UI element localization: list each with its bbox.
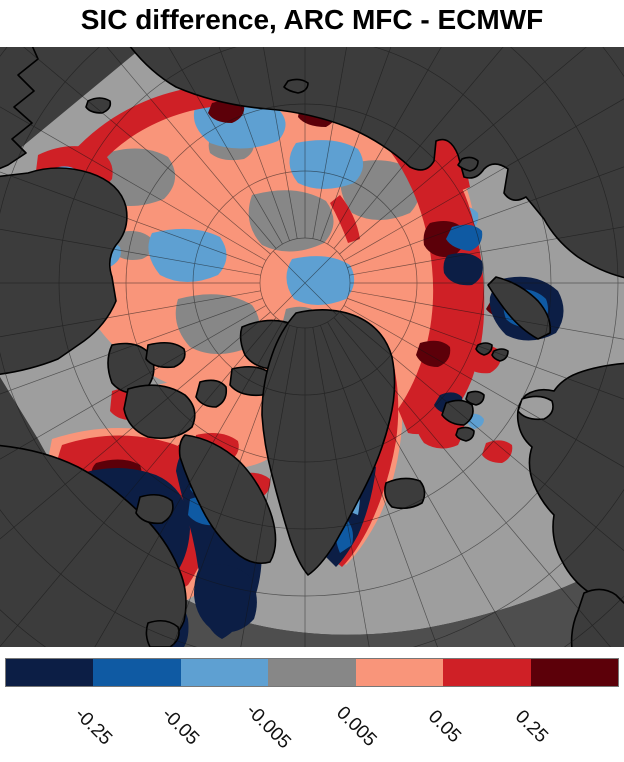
colorbar-segment-1 [6, 659, 94, 686]
graticule-meridian [0, 311, 271, 540]
arctic-map [0, 47, 624, 647]
land-great-britain [570, 588, 624, 647]
graticule-meridian [0, 171, 263, 268]
sic-diff-patch-5 [248, 190, 334, 252]
graticule-meridian [343, 305, 624, 468]
graticule-meridian [347, 166, 624, 268]
graticule-meridian [0, 317, 277, 647]
graticule-meridian [263, 47, 298, 239]
land-wrangel-island [85, 97, 112, 114]
graticule-meridian [218, 47, 290, 241]
graticule-meridian [0, 228, 261, 276]
graticule-meridian [327, 321, 516, 647]
land-siberia [129, 47, 624, 279]
land-svalbard-south [455, 426, 475, 442]
colorbar-tick-label-1: -0.25 [70, 703, 117, 750]
land-alaska [0, 167, 128, 376]
graticule-meridian [312, 47, 347, 239]
graticule-meridian [312, 327, 370, 647]
graticule-meridian [349, 226, 624, 276]
graticule-meridian [320, 325, 438, 647]
land-chukotka [0, 47, 39, 170]
graticule-meridian-polar [272, 250, 338, 316]
land-iceland [384, 477, 426, 510]
graticule-meridian [347, 298, 624, 400]
land-svalbard [441, 399, 474, 426]
graticule-meridian [0, 305, 267, 460]
colorbar-tick-label-3: -0.005 [241, 700, 295, 754]
land-layer [0, 47, 624, 647]
sic-diff-patch-55 [446, 224, 483, 251]
sic-diff-patch-36 [208, 100, 245, 123]
graticule-meridian [333, 47, 504, 249]
graticule-meridian [0, 298, 263, 395]
graticule-meridian [106, 47, 277, 249]
sic-diff-patch-7 [340, 160, 421, 220]
colorbar-segment-5 [355, 659, 444, 686]
land-franz-josef-land [475, 342, 493, 356]
land-victoria-island [123, 384, 196, 440]
colorbar-segment-2 [93, 659, 181, 686]
land-prince-of-wales-island [195, 379, 228, 408]
sic-diff-patch-10 [112, 231, 153, 260]
graticule-meridian [94, 321, 283, 647]
colorbar-tick-label-4: 0.005 [332, 702, 381, 751]
sic-diff-patch-22 [390, 142, 485, 435]
graticule-meridian [349, 290, 624, 340]
land-franz-josef-land-east [491, 348, 509, 362]
graticule-meridian [333, 317, 611, 647]
sic-diff-patch-21 [330, 195, 360, 243]
white-sea [517, 395, 554, 421]
colorbar-tick-label-2: -0.05 [157, 703, 204, 750]
graticule-meridian [0, 290, 261, 338]
graticule-meridian [339, 47, 587, 255]
graticule-meridian [320, 47, 392, 241]
land-severnaya-zemlya [457, 156, 479, 172]
graticule-meridian [168, 47, 283, 245]
land-melville-island [145, 341, 186, 369]
outside-domain-wedge [178, 558, 624, 647]
colorbar-segment-6 [443, 659, 531, 686]
colorbar-segment-3 [180, 659, 269, 686]
graticule-meridian [0, 106, 267, 261]
graticule-meridian [240, 327, 298, 647]
land-svalbard-northeast [465, 390, 485, 406]
land-southampton-island [135, 493, 174, 525]
graticule-meridian [339, 311, 624, 552]
sic-diff-patch-24 [464, 344, 501, 374]
sic-diff-patch-38 [416, 340, 451, 367]
land-baffin-island [178, 434, 277, 565]
colorbar-tick-label-5: 0.05 [423, 706, 465, 748]
graticule-layer [0, 47, 624, 647]
figure-title: SIC difference, ARC MFC - ECMWF [80, 4, 544, 35]
sic-diff-patch-14 [148, 228, 227, 282]
colorbar [5, 658, 619, 687]
land-scandinavia [516, 362, 624, 647]
sic-diff-patch-48 [443, 253, 483, 286]
colorbar-tick-label-6: 0.25 [510, 706, 552, 748]
colorbar-segment-4 [268, 659, 356, 686]
sic-diff-patch-13 [289, 140, 364, 189]
graticule-meridian [23, 47, 271, 255]
sic-diff-patch-15 [286, 256, 355, 305]
land-newfoundland [145, 619, 180, 647]
land-greenland [261, 309, 396, 576]
graticule-meridian [327, 47, 442, 245]
graticule-meridian [343, 98, 624, 261]
colorbar-segment-7 [530, 659, 618, 686]
graticule-meridian [172, 325, 290, 647]
land-canada-mainland [0, 444, 187, 647]
